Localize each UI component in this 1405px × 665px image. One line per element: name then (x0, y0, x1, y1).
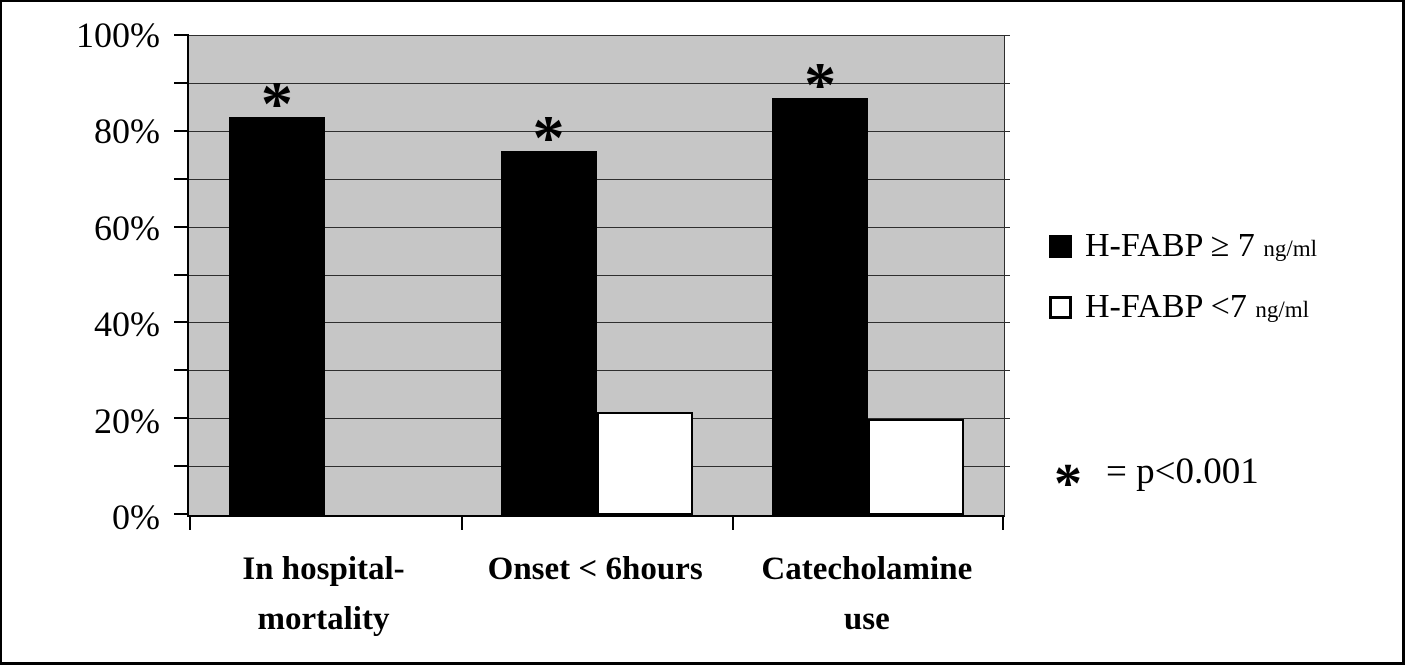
gridline (189, 226, 1010, 228)
y-axis-tick-label: 20% (94, 400, 160, 441)
category-label-line: In hospital- (242, 551, 405, 587)
bar-hfabp-high (772, 98, 869, 515)
y-axis-tick (174, 321, 189, 324)
legend-label-text: H-FABP ≥ 7 (1085, 227, 1255, 264)
bar-hfabp-low (596, 412, 693, 515)
y-axis-tick (174, 225, 189, 228)
y-axis-tick (174, 513, 189, 515)
filled-square-icon (1049, 234, 1072, 258)
x-axis-category-label: In hospital-mortality (187, 544, 460, 644)
category-label-line: Catecholamine (761, 551, 973, 587)
significance-asterisk: * (532, 101, 565, 173)
y-axis-tick-label: 100% (76, 15, 160, 55)
bar-hfabp-high (228, 117, 325, 515)
open-square-icon (1049, 295, 1072, 319)
legend-unit-text: ng/ml (1255, 297, 1309, 322)
x-axis-tick (732, 515, 735, 530)
plot-inner: * * * (174, 34, 1010, 530)
plot-area: * * * (174, 34, 1010, 530)
significance-note-text: = p<0.001 (1106, 450, 1259, 492)
legend-unit-text: ng/ml (1263, 236, 1317, 261)
x-axis-tick (189, 515, 191, 530)
y-axis-tick-label: 80% (94, 111, 160, 152)
x-axis-tick (460, 515, 463, 530)
x-axis-category-label: Catecholamine use (730, 544, 1003, 644)
gridline (189, 274, 1010, 276)
legend-label: H-FABP ≥ 7 ng/ml (1085, 227, 1317, 265)
y-axis-tick-label: 40% (94, 304, 160, 345)
gridline (189, 322, 1010, 324)
y-axis-tick (174, 273, 189, 276)
x-axis-tick (1002, 515, 1004, 530)
significance-note: * = p<0.001 (1054, 440, 1259, 513)
gridline (189, 35, 1010, 36)
legend-label: H-FABP <7 ng/ml (1085, 288, 1309, 326)
significance-asterisk: * (804, 49, 837, 121)
y-axis-tick (174, 465, 189, 468)
legend: H-FABP ≥ 7 ng/ml H-FABP <7 ng/ml (1049, 224, 1317, 329)
y-axis-tick (174, 417, 189, 420)
y-axis-tick (174, 129, 189, 132)
legend-item-hfabp-low: H-FABP <7 ng/ml (1049, 285, 1317, 329)
category-label-line: Onset < 6hours (487, 551, 703, 587)
y-axis-tick-label: 60% (94, 207, 160, 248)
legend-item-hfabp-high: H-FABP ≥ 7 ng/ml (1049, 224, 1317, 268)
x-axis-category-label: Onset < 6hours (459, 544, 732, 594)
category-label-line: mortality (257, 601, 390, 637)
asterisk-icon: * (1054, 453, 1082, 515)
bar-hfabp-high (500, 150, 597, 515)
gridline (189, 130, 1010, 132)
gridline (189, 178, 1010, 180)
y-axis-tick (174, 369, 189, 372)
y-axis-tick (174, 34, 189, 36)
category-label-line: use (843, 601, 890, 637)
significance-asterisk: * (260, 68, 293, 140)
gridline (189, 82, 1010, 84)
legend-label-text: H-FABP <7 (1085, 288, 1247, 325)
y-axis-tick (174, 177, 189, 180)
y-axis-tick (174, 81, 189, 84)
bar-hfabp-low (868, 419, 965, 515)
gridline (189, 370, 1010, 372)
y-axis-tick-label: 0% (112, 497, 160, 537)
